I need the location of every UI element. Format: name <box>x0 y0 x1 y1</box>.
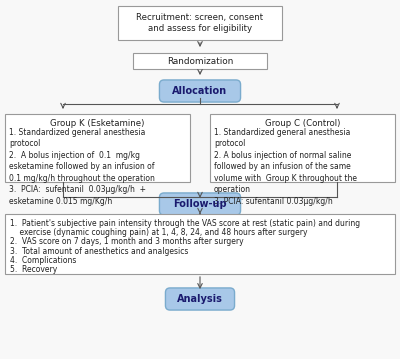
Text: 1. Standardized general anesthesia
protocol
2. A bolus injection of normal salin: 1. Standardized general anesthesia proto… <box>214 128 357 206</box>
FancyBboxPatch shape <box>160 193 240 215</box>
FancyBboxPatch shape <box>5 114 190 182</box>
FancyBboxPatch shape <box>5 214 395 274</box>
Text: 4.  Complications: 4. Complications <box>10 256 76 265</box>
Text: Recruitment: screen, consent
and assess for eligibility: Recruitment: screen, consent and assess … <box>136 13 264 33</box>
Text: Follow-up: Follow-up <box>173 199 227 209</box>
Text: Analysis: Analysis <box>177 294 223 304</box>
Text: 1.  Patient's subjective pain intensity through the VAS score at rest (static pa: 1. Patient's subjective pain intensity t… <box>10 219 360 228</box>
Text: exercise (dynamic coughing pain) at 1, 4, 8, 24, and 48 hours after surgery: exercise (dynamic coughing pain) at 1, 4… <box>10 228 308 237</box>
Text: Group K (Esketamine): Group K (Esketamine) <box>50 119 145 128</box>
FancyBboxPatch shape <box>133 53 267 69</box>
Text: 2.  VAS score on 7 days, 1 month and 3 months after surgery: 2. VAS score on 7 days, 1 month and 3 mo… <box>10 237 244 246</box>
FancyBboxPatch shape <box>166 288 234 310</box>
FancyBboxPatch shape <box>160 80 240 102</box>
Text: 5.  Recovery: 5. Recovery <box>10 265 57 274</box>
Text: 3.  Total amount of anesthetics and analgesics: 3. Total amount of anesthetics and analg… <box>10 247 188 256</box>
Text: Group C (Control): Group C (Control) <box>265 119 340 128</box>
Text: 1. Standardized general anesthesia
protocol
2.  A bolus injection of  0.1  mg/kg: 1. Standardized general anesthesia proto… <box>9 128 155 206</box>
FancyBboxPatch shape <box>118 6 282 40</box>
Text: Randomization: Randomization <box>167 56 233 65</box>
Text: Allocation: Allocation <box>172 86 228 96</box>
FancyBboxPatch shape <box>210 114 395 182</box>
